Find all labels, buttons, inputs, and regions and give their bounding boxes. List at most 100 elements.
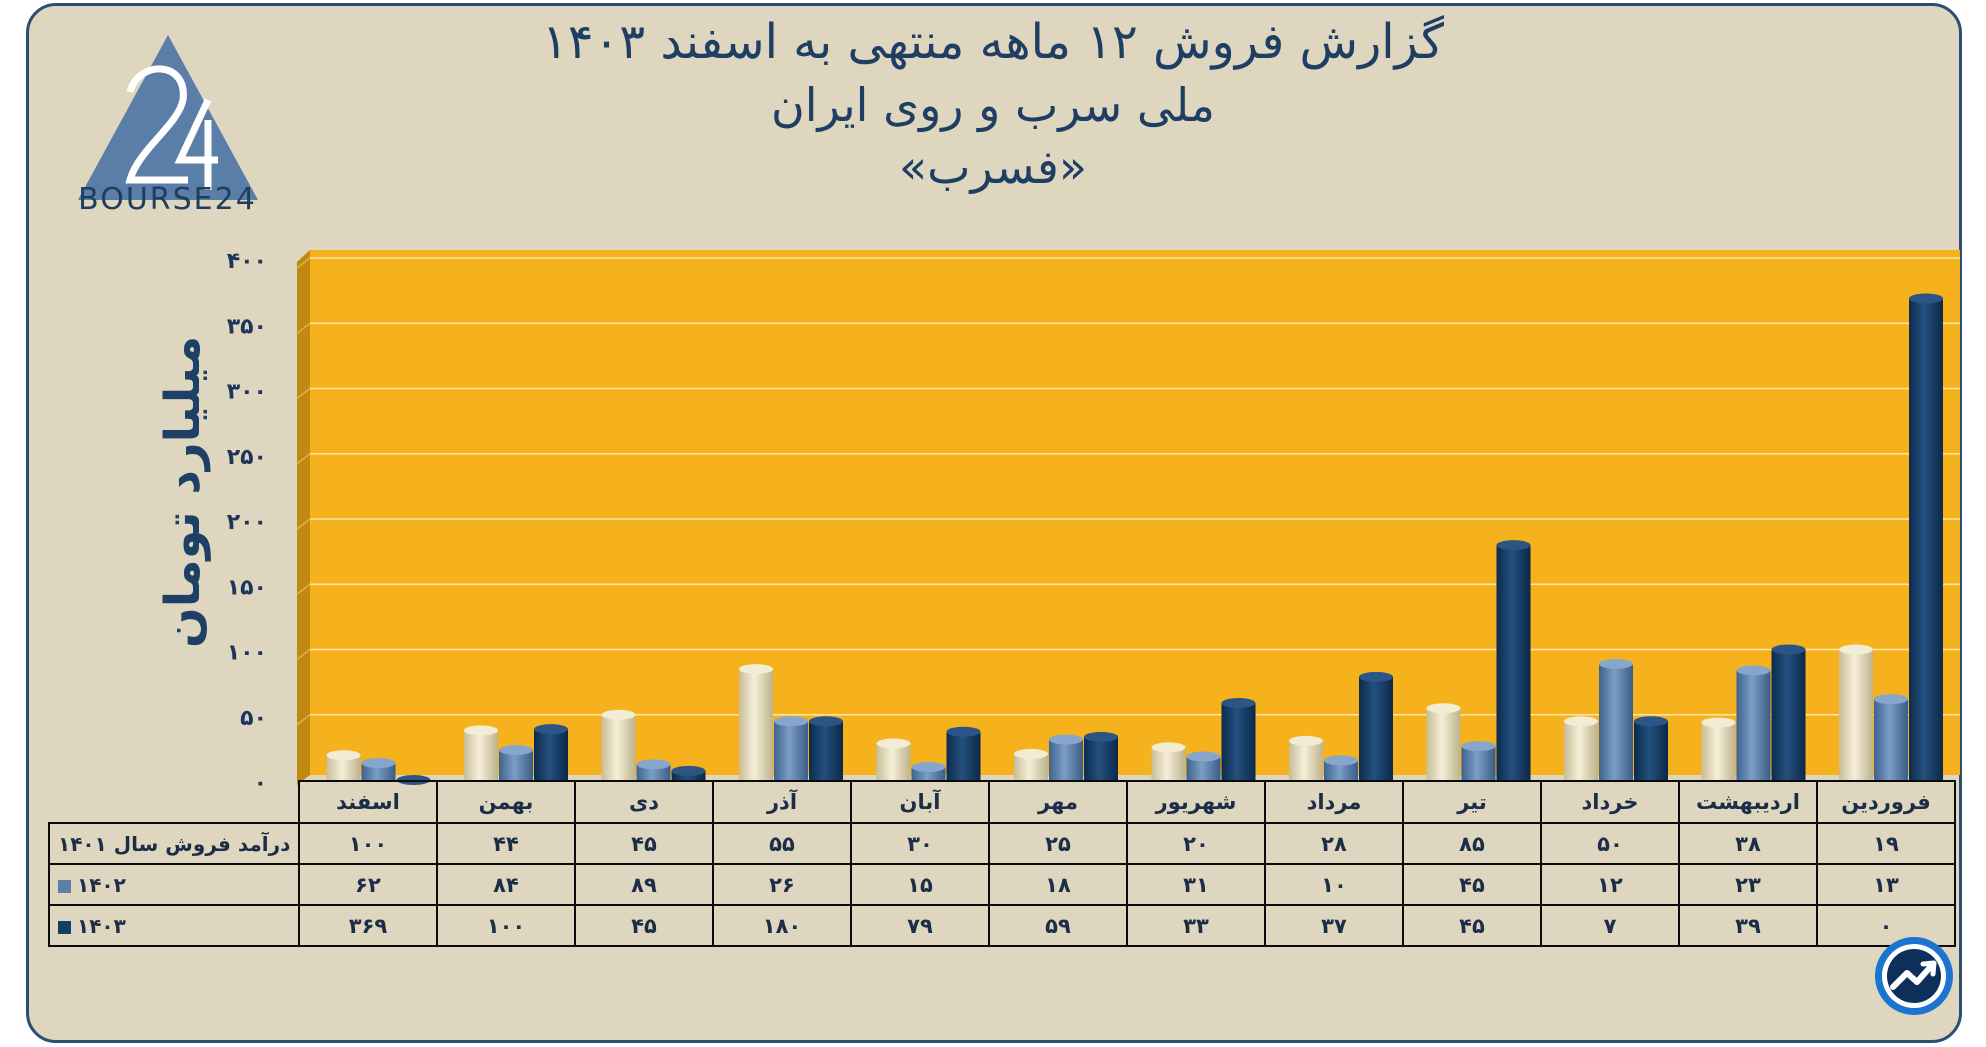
bar-cap xyxy=(1771,644,1806,655)
table-cell: ۳۳ xyxy=(1126,904,1266,947)
table-corner xyxy=(49,781,300,824)
table-cell: ۱۰۰ xyxy=(298,822,438,865)
bar-1-8 xyxy=(876,743,911,780)
bar-3-1 xyxy=(1909,298,1943,780)
bar-cap xyxy=(1599,658,1633,669)
bar-1-9 xyxy=(739,669,773,780)
table-header-cell: خرداد xyxy=(1540,780,1680,824)
chart-title-line-3: «فسرب» xyxy=(899,140,1087,194)
chart-title-line-1: گزارش فروش ۱۲ ماهه منتهی به اسفند ۱۴۰۳ xyxy=(542,14,1444,70)
table-cell: ۲۳ xyxy=(1678,863,1818,906)
y-tick-label: ۳۰۰ xyxy=(227,380,267,405)
table-cell: ۳۶۹ xyxy=(298,904,438,947)
bar-2-9 xyxy=(774,721,808,780)
gridlines xyxy=(296,257,1960,726)
bar-3-6 xyxy=(1221,703,1256,780)
bar-1-3 xyxy=(1564,721,1598,780)
table-cell: ۴۵ xyxy=(1402,904,1542,947)
bar-2-7 xyxy=(1049,739,1083,780)
table-cell: ۳۷ xyxy=(1264,904,1404,947)
table-cell: ۱۲ xyxy=(1540,863,1680,906)
bar-2-2 xyxy=(1736,670,1771,780)
table-cell: ۶۲ xyxy=(298,863,438,906)
bar-2-5 xyxy=(1324,760,1358,780)
y-tick-label: ۲۰۰ xyxy=(227,510,267,535)
bar-cap xyxy=(1701,717,1736,728)
table-cell: ۱۸۰ xyxy=(712,904,852,947)
table-cell: ۸۹ xyxy=(574,863,714,906)
bar-cap xyxy=(739,664,773,675)
bar-cap xyxy=(1186,751,1221,762)
gridline-side xyxy=(296,518,311,530)
y-tick-label: ۱۵۰ xyxy=(227,575,267,600)
bar-cap xyxy=(1289,735,1323,746)
bar-1-2 xyxy=(1701,722,1736,780)
bar-cap xyxy=(911,761,946,772)
plot-area xyxy=(310,250,1960,775)
bar-1-10 xyxy=(601,714,636,780)
table-header-cell: شهریور xyxy=(1126,780,1266,824)
bar-3-7 xyxy=(1084,736,1118,780)
chart-title-line-2: ملی سرب و روی ایران xyxy=(770,78,1216,132)
table-cell: ۷۹ xyxy=(850,904,990,947)
bar-cap xyxy=(1084,731,1118,742)
bar-cap xyxy=(1909,293,1943,304)
bar-2-6 xyxy=(1186,756,1221,780)
bar-cap xyxy=(601,709,636,720)
table-cell: ۸۵ xyxy=(1402,822,1542,865)
bar-2-3 xyxy=(1599,663,1633,780)
bar-cap xyxy=(809,716,843,727)
gridline-side xyxy=(296,453,311,465)
table-cell: ۲۵ xyxy=(988,822,1128,865)
bar-cap xyxy=(1014,748,1048,759)
bar-1-6 xyxy=(1151,747,1186,780)
bar-cap xyxy=(1736,665,1771,676)
bar-cap xyxy=(1151,742,1186,753)
bar-cap xyxy=(464,725,498,736)
table-cell: ۲۸ xyxy=(1264,822,1404,865)
table-cell: ۵۵ xyxy=(712,822,852,865)
table-cell: ۱۰ xyxy=(1264,863,1404,906)
bar-cap xyxy=(1049,734,1083,745)
table-header-cell: مهر xyxy=(988,780,1128,824)
table-header-cell: آبان xyxy=(850,780,990,824)
table-header-cell: مرداد xyxy=(1264,780,1404,824)
bar-cap xyxy=(946,726,981,737)
table-cell: ۲۶ xyxy=(712,863,852,906)
table-header-cell: اردیبهشت xyxy=(1678,780,1818,824)
bar-3-11 xyxy=(534,729,568,780)
logo-wordmark: BOURSE24 xyxy=(78,182,257,217)
y-tick-label: ۴۰۰ xyxy=(227,249,267,274)
table-header-cell: بهمن xyxy=(436,780,576,824)
table-cell: ۱۰۰ xyxy=(436,904,576,947)
table-row-1403: ۱۴۰۳ ۳۶۹ ۱۰۰ ۴۵ ۱۸۰ ۷۹ ۵۹ ۳۳ ۳۷ ۴۵ ۷ ۳۹ ۰ xyxy=(48,904,1956,947)
bar-cap xyxy=(671,765,706,776)
gridline-side xyxy=(296,257,311,269)
bar-cap xyxy=(361,758,396,769)
bar-3-5 xyxy=(1359,676,1393,780)
table-cell: ۱۸ xyxy=(988,863,1128,906)
legend-swatch-1402 xyxy=(58,879,71,893)
row-label-1401: درآمد فروش سال ۱۴۰۱ xyxy=(48,822,300,865)
bar-3-3 xyxy=(1634,721,1668,780)
bar-cap xyxy=(1359,671,1393,682)
bar-1-4 xyxy=(1426,708,1461,780)
bar-cap xyxy=(1839,644,1873,655)
y-tick-label: ۱۰۰ xyxy=(227,641,267,666)
table-cell: ۷ xyxy=(1540,904,1680,947)
row-label-1403: ۱۴۰۳ xyxy=(48,904,300,947)
bar-cap xyxy=(1324,755,1358,766)
bar-cap xyxy=(636,759,671,770)
table-cell: ۱۳ xyxy=(1816,863,1956,906)
bar-cap xyxy=(1874,694,1908,705)
table-row-1402: ۱۴۰۲ ۶۲ ۸۴ ۸۹ ۲۶ ۱۵ ۱۸ ۳۱ ۱۰ ۴۵ ۱۲ ۲۳ ۱۳ xyxy=(48,863,1956,906)
table-cell: ۳۰ xyxy=(850,822,990,865)
bar-3-9 xyxy=(809,721,843,780)
bars xyxy=(326,293,1943,785)
bar-cap xyxy=(1496,540,1531,551)
bar-cap xyxy=(774,716,808,727)
table-header-cell: تیر xyxy=(1402,780,1542,824)
table-cell: ۵۹ xyxy=(988,904,1128,947)
y-tick-label: ۵۰ xyxy=(240,706,267,731)
